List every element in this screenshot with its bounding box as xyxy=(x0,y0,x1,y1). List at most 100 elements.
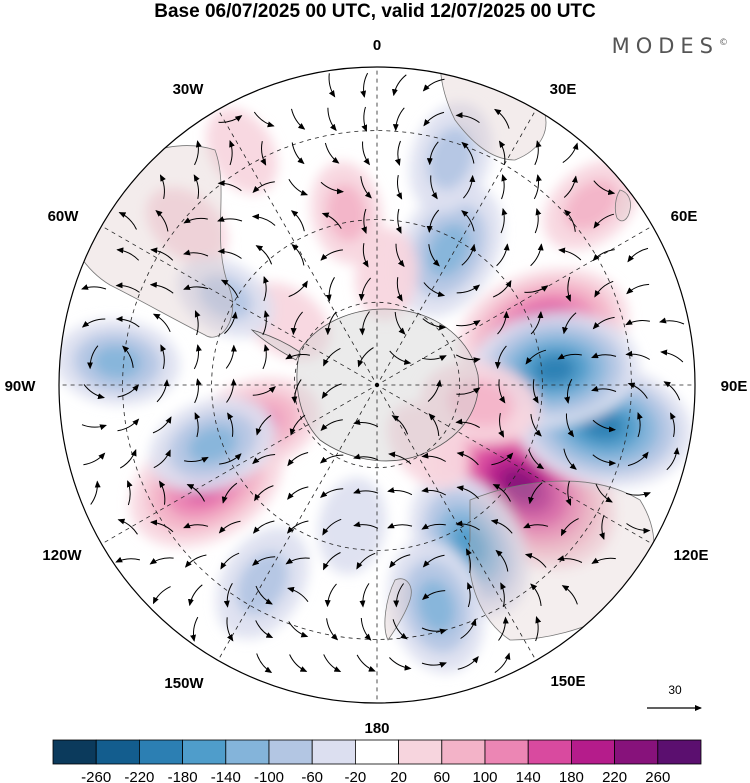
wind-vector xyxy=(391,74,407,97)
wind-vector xyxy=(252,181,275,194)
wind-vector xyxy=(183,217,208,224)
latitude-circle-1 xyxy=(211,219,543,551)
wind-vector xyxy=(627,247,649,263)
wind-vector xyxy=(392,619,408,640)
lon-label-60w: 60W xyxy=(48,208,80,225)
wind-vector xyxy=(194,412,201,438)
wind-vector xyxy=(184,554,207,568)
wind-vector xyxy=(565,276,571,302)
lon-label-120e: 120E xyxy=(673,547,708,564)
wind-vector xyxy=(115,315,140,328)
longitude-labels: 0 30E 60E 90E 120E 150E 180 150W 120W 90… xyxy=(5,37,748,737)
wind-vector xyxy=(286,520,309,534)
meridian-60 xyxy=(382,225,653,383)
wind-vector xyxy=(87,345,99,370)
wind-vector xyxy=(322,518,342,536)
wind-vector xyxy=(591,557,616,564)
wind-vector xyxy=(287,486,309,500)
wind-vector xyxy=(159,174,166,200)
reference-vector-label: 30 xyxy=(668,683,682,697)
wind-vector xyxy=(183,522,209,529)
wind-vector xyxy=(533,174,542,200)
lon-label-30w: 30W xyxy=(173,81,205,98)
wind-vector xyxy=(291,108,306,130)
wind-vector xyxy=(323,552,341,571)
wind-vector xyxy=(421,523,446,530)
colorbar-label-7: 20 xyxy=(390,769,407,783)
meridian-120 xyxy=(382,387,653,545)
wind-vector xyxy=(251,213,276,226)
meridian-300 xyxy=(101,225,372,383)
wind-vector xyxy=(523,522,549,529)
wind-vector xyxy=(666,447,680,471)
wind-vector xyxy=(625,350,650,360)
wind-vector xyxy=(422,554,445,568)
wind-vector xyxy=(193,344,202,370)
wind-vector xyxy=(422,590,446,601)
wind-vector xyxy=(361,208,367,234)
modes-logo: MODES© xyxy=(612,34,728,58)
wind-vector xyxy=(532,379,539,404)
colorbar-label-11: 180 xyxy=(559,769,584,783)
colorbar-label-10: 140 xyxy=(516,769,541,783)
wind-vector xyxy=(498,412,505,438)
wind-vector xyxy=(534,140,542,166)
wind-vector xyxy=(534,208,542,234)
wind-vector xyxy=(498,140,506,165)
wind-vector xyxy=(358,277,371,302)
wind-vector xyxy=(427,379,442,402)
wind-vector xyxy=(353,419,379,428)
wind-vector xyxy=(563,175,578,198)
meridian-30 xyxy=(379,109,537,380)
wind-vector xyxy=(457,656,479,670)
wind-vector xyxy=(524,285,549,293)
wind-vector xyxy=(389,554,411,569)
anomaly-contour-15-0 xyxy=(146,187,228,264)
wind-vector xyxy=(426,141,439,166)
wind-vector xyxy=(564,378,573,404)
wind-vector xyxy=(221,482,238,504)
wind-vector xyxy=(500,582,507,608)
height-anomaly-shading xyxy=(59,102,692,673)
colorbar-swatch-0 xyxy=(52,739,97,765)
wind-vector xyxy=(362,243,369,268)
anomaly-contour-8-2 xyxy=(187,426,238,464)
wind-vector xyxy=(388,451,412,465)
map-disc xyxy=(58,66,696,704)
lon-label-150e: 150E xyxy=(550,673,585,690)
wind-vector xyxy=(289,414,306,436)
wind-vector xyxy=(217,216,243,222)
wind-vector xyxy=(115,282,140,293)
wind-vector xyxy=(223,582,233,608)
wind-vector xyxy=(560,518,579,537)
wind-vector xyxy=(319,454,344,464)
wind-vector xyxy=(455,112,480,123)
lon-label-120w: 120W xyxy=(42,547,82,564)
wind-vector xyxy=(456,387,481,395)
wind-vector xyxy=(219,453,242,465)
wind-vector xyxy=(291,142,305,165)
wind-vector xyxy=(290,210,305,232)
wind-vector xyxy=(353,521,379,529)
wind-vector xyxy=(291,243,305,266)
wind-vector xyxy=(563,448,577,470)
anomaly-contour-5-2 xyxy=(417,579,456,633)
wind-vector xyxy=(456,320,481,327)
reference-vector: 30 xyxy=(647,683,702,711)
wind-vector xyxy=(461,243,476,266)
wind-vector xyxy=(562,312,577,335)
wind-vector xyxy=(288,178,309,196)
wind-vector xyxy=(218,115,243,123)
wind-vector xyxy=(530,414,542,437)
anomaly-blob-group xyxy=(59,102,692,673)
wind-vector xyxy=(626,523,651,534)
wind-vector xyxy=(81,318,106,328)
wind-vector xyxy=(530,583,542,606)
wind-vector xyxy=(360,176,372,199)
wind-vector xyxy=(626,283,650,295)
wind-vector xyxy=(183,456,209,463)
wind-vector xyxy=(263,276,269,302)
colorbar-swatch-8 xyxy=(398,739,443,765)
wind-vector xyxy=(396,277,403,302)
wind-vector xyxy=(557,555,583,563)
